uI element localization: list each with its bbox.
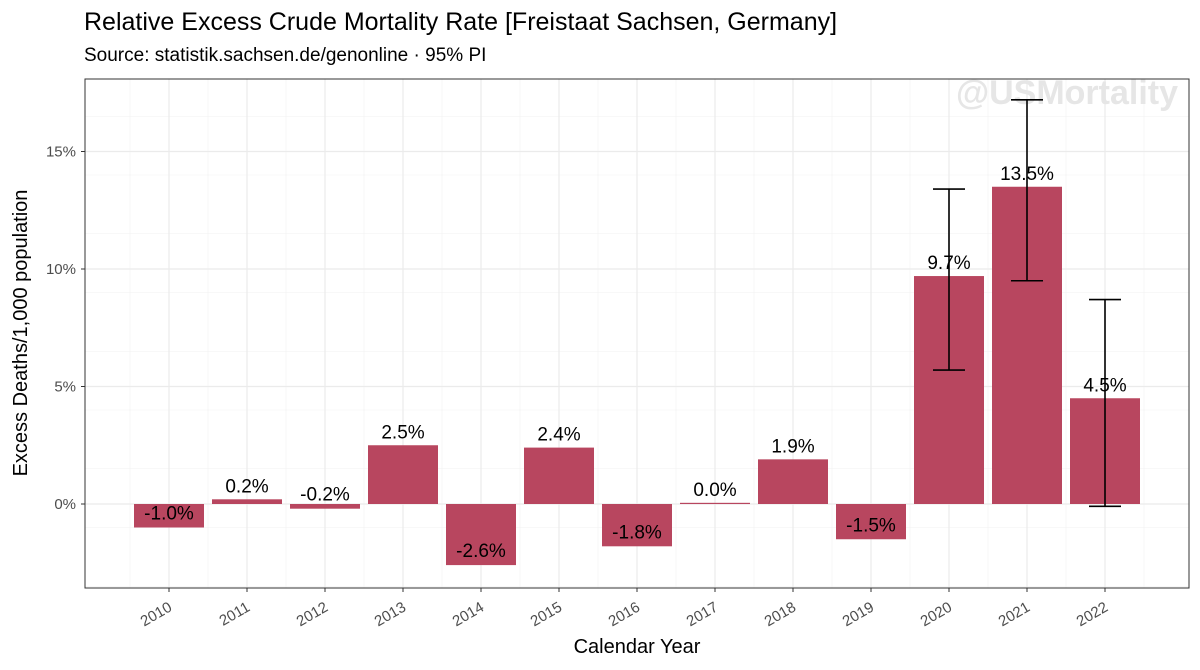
bar-label-2013: 2.5%: [381, 422, 424, 443]
x-tick-label-2019: 2019: [840, 599, 877, 630]
bar-2014: [446, 504, 516, 566]
x-tick-label-2016: 2016: [606, 599, 643, 630]
bar-2016: [602, 504, 672, 547]
bar-label-2019: -1.5%: [846, 515, 896, 536]
x-tick-label-2018: 2018: [762, 599, 799, 630]
bar-label-2011: 0.2%: [225, 476, 268, 497]
x-tick-label-2013: 2013: [372, 599, 409, 630]
error-bars-layer: [933, 99, 1121, 508]
bar-label-2016: -1.8%: [612, 522, 662, 543]
chart-title: Relative Excess Crude Mortality Rate [Fr…: [84, 8, 838, 36]
x-tick-label-2015: 2015: [528, 599, 565, 630]
y-axis-title: Excess Deaths/1,000 population: [10, 190, 32, 477]
bar-label-2017: 0.0%: [693, 480, 736, 501]
bar-label-2021: 13.5%: [1000, 164, 1054, 185]
bar-2018: [758, 459, 828, 504]
bar-2015: [524, 447, 594, 504]
bar-label-2022: 4.5%: [1083, 375, 1126, 396]
y-tick-label: 10%: [46, 261, 76, 278]
bar-2017: [680, 502, 750, 505]
bar-2012: [290, 504, 360, 509]
y-tick-label: 0%: [54, 496, 76, 513]
bar-2013: [368, 445, 438, 504]
bar-labels-layer: -1.0% 0.2% -0.2% 2.5% -2.6% 2.4% -1.8% 0.0% 1.9%…: [144, 164, 1127, 562]
bar-label-2020: 9.7%: [927, 253, 970, 274]
y-tick-label: 5%: [54, 379, 76, 396]
chart-subtitle: Source: statistik.sachsen.de/genonline ·…: [84, 45, 487, 66]
bar-label-2012: -0.2%: [300, 485, 350, 506]
x-tick-label-2021: 2021: [996, 599, 1033, 630]
x-tick-label-2011: 2011: [217, 599, 253, 630]
x-tick-label-2010: 2010: [138, 599, 175, 630]
x-axis-title: Calendar Year: [574, 636, 701, 658]
bar-label-2010: -1.0%: [144, 504, 194, 525]
bar-2011: [212, 499, 282, 504]
x-tick-label-2022: 2022: [1074, 599, 1111, 630]
x-tick-label-2014: 2014: [450, 599, 487, 630]
x-tick-label-2012: 2012: [294, 599, 331, 630]
bar-label-2018: 1.9%: [771, 436, 814, 457]
y-tick-label: 15%: [46, 144, 76, 161]
bar-label-2015: 2.4%: [537, 425, 580, 446]
bar-label-2014: -2.6%: [456, 541, 506, 562]
x-tick-label-2017: 2017: [684, 599, 721, 630]
bar-2019: [836, 504, 906, 540]
bar-2010: [134, 504, 204, 528]
x-tick-label-2020: 2020: [918, 599, 955, 630]
watermark: @USMortality: [956, 74, 1178, 112]
